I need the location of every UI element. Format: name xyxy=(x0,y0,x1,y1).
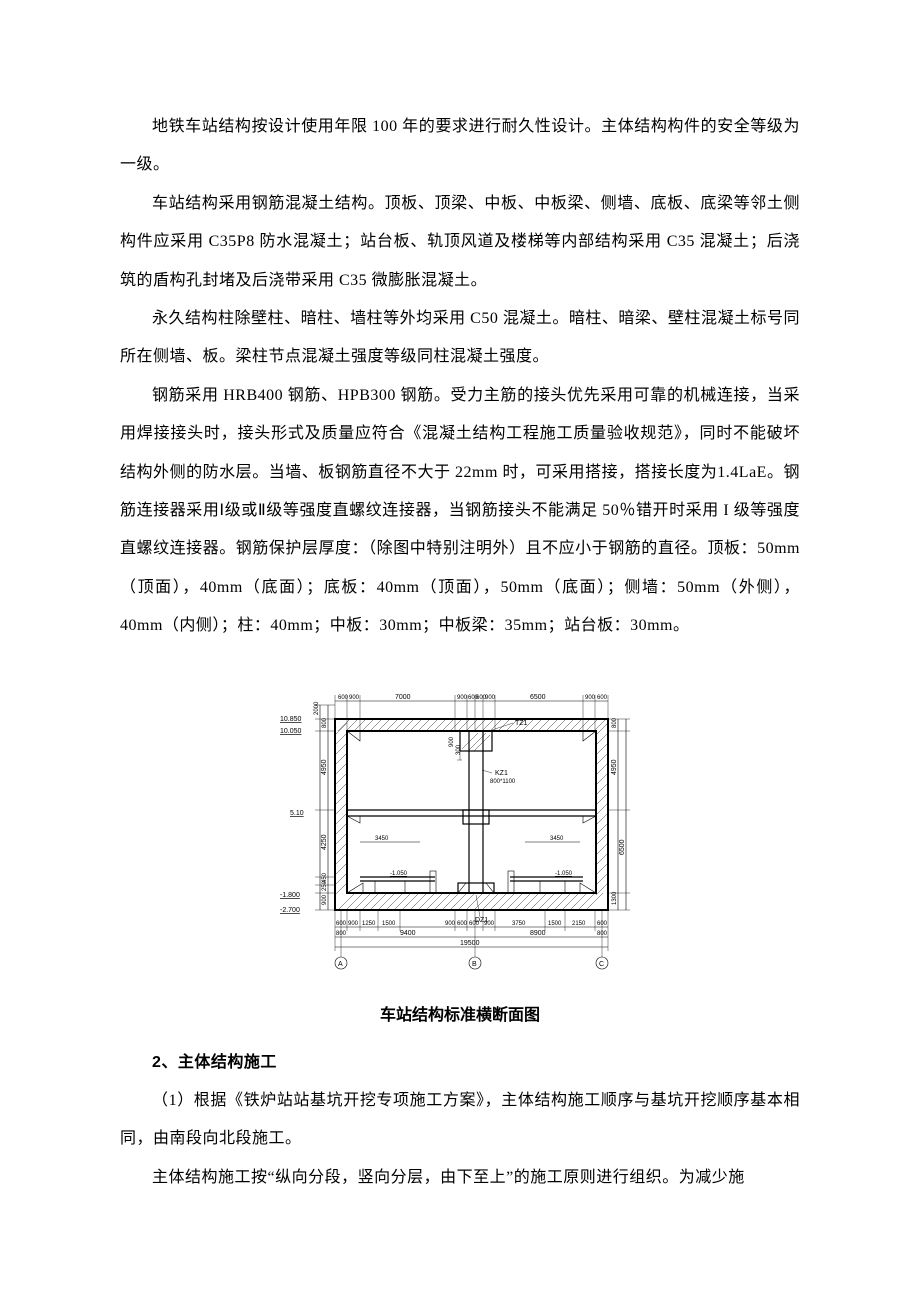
section-2-heading: 2、主体结构施工 xyxy=(120,1044,800,1082)
dim-right-3: 6500 xyxy=(619,840,626,856)
dim-left-7: 900 xyxy=(322,895,328,906)
dim-bot2-2: 9400 xyxy=(400,930,416,937)
platform-dim-right: 3450 xyxy=(550,836,564,842)
axis-c: C xyxy=(599,961,604,968)
dim-top-8: 6500 xyxy=(530,694,546,701)
dim-bot1-11: 2150 xyxy=(572,921,586,927)
level-bot2: -2.700 xyxy=(280,907,300,914)
label-kz1-size: 800*1100 xyxy=(490,779,516,785)
dim-bot1-8: 900 xyxy=(484,921,495,927)
level-top2: 10.050 xyxy=(280,728,302,735)
dim-bot1-9: 3750 xyxy=(512,921,526,927)
paragraph-2: 车站结构采用钢筋混凝土结构。顶板、顶梁、中板、中板梁、侧墙、底板、底梁等邻土侧构… xyxy=(120,185,800,300)
dim-top-3: 7000 xyxy=(395,694,411,701)
dim-top-4: 900 xyxy=(457,695,468,701)
dim-right-1: 800 xyxy=(612,718,618,729)
dim-bot1-7: 600 xyxy=(469,921,480,927)
dim-bot2-4: 800 xyxy=(597,931,608,937)
dim-bot2-1: 800 xyxy=(336,931,347,937)
dim-bot1-2: 900 xyxy=(348,921,359,927)
dim-bot2-3: 8900 xyxy=(530,930,546,937)
dim-bot1-10: 1500 xyxy=(548,921,562,927)
level-top: 10.850 xyxy=(280,716,302,723)
level-bot1: -1.800 xyxy=(280,892,300,899)
platform-dim-left: 3450 xyxy=(375,836,389,842)
dim-bot3-1: 19500 xyxy=(460,940,480,947)
dim-right-4: 1300 xyxy=(612,891,618,905)
section-2-p2: 主体结构施工按“纵向分段，竖向分层，由下至上”的施工原则进行组织。为减少施 xyxy=(120,1159,800,1197)
dim-left-2: 800 xyxy=(322,718,328,729)
axis-b: B xyxy=(472,961,477,968)
figure-container: 600 900 7000 900 600 600 900 6500 900 60… xyxy=(120,675,800,990)
label-tz1: TZ1 xyxy=(515,720,528,727)
dim-bot1-12: 600 xyxy=(597,921,608,927)
dim-top-10: 600 xyxy=(597,695,608,701)
cross-section-diagram: 600 900 7000 900 600 600 900 6500 900 60… xyxy=(260,675,660,985)
level-mid: 5.10 xyxy=(290,810,304,817)
dim-bot1-3: 1250 xyxy=(362,921,376,927)
paragraph-1: 地铁车站结构按设计使用年限 100 年的要求进行耐久性设计。主体结构构件的安全等… xyxy=(120,108,800,185)
dim-top-1: 600 xyxy=(338,695,349,701)
paragraph-3: 永久结构柱除壁柱、暗柱、墙柱等外均采用 C50 混凝土。暗柱、暗梁、壁柱混凝土标… xyxy=(120,300,800,377)
dim-left-6: 250 xyxy=(322,881,328,892)
dim-left-1: 2000 xyxy=(314,701,320,715)
axis-a: A xyxy=(338,961,343,968)
dim-left-3: 4950 xyxy=(321,760,328,776)
label-kz1: KZ1 xyxy=(495,770,508,777)
dim-left-4: 4250 xyxy=(321,835,328,851)
elev-neg-left: -1.050 xyxy=(390,871,408,877)
dim-bot1-5: 900 xyxy=(445,921,456,927)
svg-text:900: 900 xyxy=(449,737,455,748)
svg-text:300: 300 xyxy=(456,745,462,756)
dim-bot1-4: 1500 xyxy=(382,921,396,927)
dim-bot1-6: 600 xyxy=(457,921,468,927)
dim-top-9: 900 xyxy=(585,695,596,701)
figure-caption: 车站结构标准横断面图 xyxy=(120,998,800,1033)
dim-top-2: 900 xyxy=(349,695,360,701)
dim-right-2: 4950 xyxy=(611,760,618,776)
section-2-p1: （1）根据《铁炉站站基坑开挖专项施工方案》，主体结构施工顺序与基坑开挖顺序基本相… xyxy=(120,1082,800,1159)
elev-neg-right: -1.050 xyxy=(555,871,573,877)
dim-top-7: 900 xyxy=(485,695,496,701)
dim-bot1-1: 600 xyxy=(336,921,347,927)
paragraph-4: 钢筋采用 HRB400 钢筋、HPB300 钢筋。受力主筋的接头优先采用可靠的机… xyxy=(120,377,800,646)
